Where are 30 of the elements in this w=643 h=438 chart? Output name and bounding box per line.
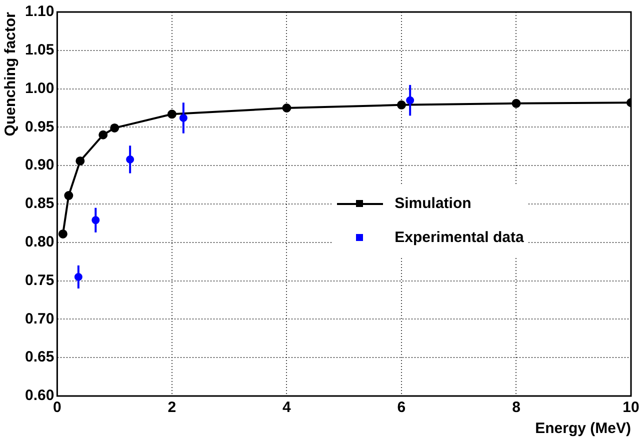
point <box>282 104 292 112</box>
x-tick-label: 2 <box>168 399 176 416</box>
y-tick-label: 1.05 <box>24 42 54 59</box>
y-tick-label: 0.65 <box>24 348 54 366</box>
y-tick-label: 0.85 <box>24 195 54 212</box>
x-tick-label: 10 <box>622 399 640 416</box>
point <box>512 98 521 108</box>
point <box>98 130 108 140</box>
x-tick-label: 0 <box>53 399 62 416</box>
y-tick-label: 0.75 <box>24 272 54 289</box>
x-tick-label: 6 <box>397 399 406 416</box>
y-tick-label: 0.90 <box>24 156 54 174</box>
legend-label: Simulation <box>394 195 472 212</box>
y-tick-label: 0.80 <box>24 234 54 251</box>
x-tick-label: 4 <box>282 399 292 416</box>
y-tick-label: 1.10 <box>24 3 54 20</box>
point <box>76 156 85 166</box>
y-tick-label: 1.00 <box>24 80 54 97</box>
point <box>64 191 74 200</box>
y-axis-title: Quenching factor <box>2 12 20 136</box>
y-tick-label: 0.60 <box>24 387 54 404</box>
x-axis-title: Energy (MeV) <box>535 420 631 438</box>
legend-label: Experimental data <box>394 229 524 246</box>
point <box>110 123 120 132</box>
x-tick-label: 8 <box>512 399 520 416</box>
y-tick-label: 0.70 <box>24 310 54 328</box>
point <box>58 229 68 238</box>
y-tick-label: 0.95 <box>24 118 54 136</box>
point <box>396 100 406 110</box>
point <box>167 110 176 119</box>
